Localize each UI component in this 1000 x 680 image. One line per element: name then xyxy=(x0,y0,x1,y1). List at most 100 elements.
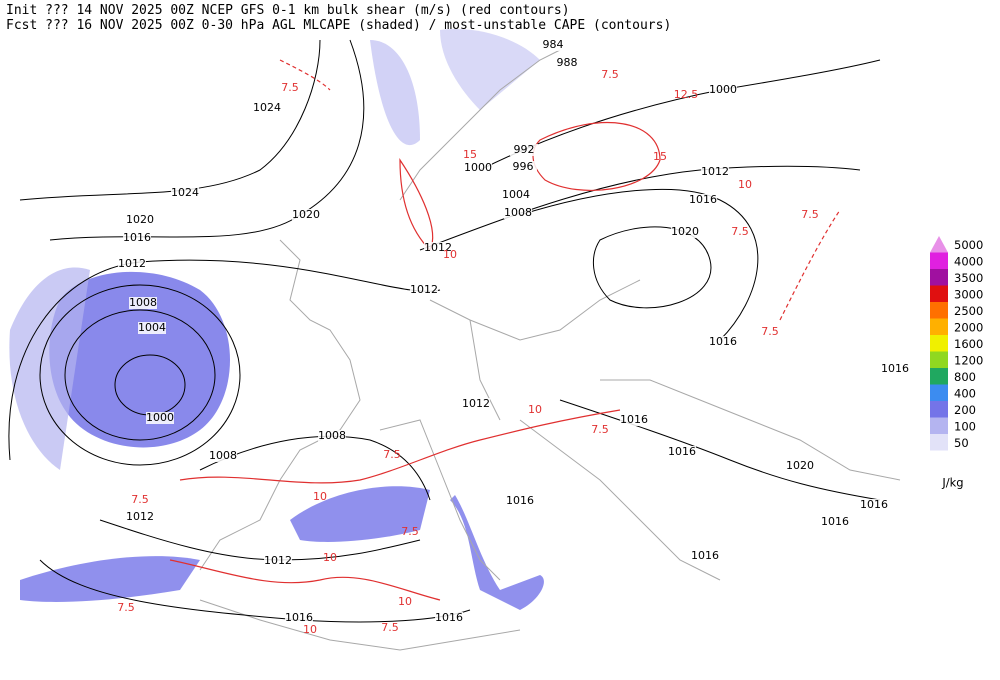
isobar xyxy=(419,165,861,251)
isobar-label-bg xyxy=(462,398,490,410)
legend-swatch xyxy=(930,269,948,286)
legend-label: 200 xyxy=(954,403,976,417)
shear-label: 10 xyxy=(323,551,337,564)
shear-label: 7.5 xyxy=(601,68,619,81)
isobar-label: 1016 xyxy=(620,413,648,426)
isobar-label-bg xyxy=(129,297,157,309)
coastline xyxy=(600,379,901,481)
cape-area xyxy=(290,486,430,542)
isobar-label-bg xyxy=(138,322,166,334)
isobar-label-bg xyxy=(506,495,534,507)
isobar-label-bg xyxy=(689,194,717,206)
isobar-label-bg xyxy=(509,161,537,173)
isobar-label: 988 xyxy=(557,56,578,69)
isobar xyxy=(39,284,241,466)
isobar-label-bg xyxy=(510,144,538,156)
coastline xyxy=(519,419,721,581)
shear-label: 7.5 xyxy=(281,81,299,94)
isobar-label: 1016 xyxy=(709,335,737,348)
shear-contour xyxy=(169,559,441,601)
legend-label: 100 xyxy=(954,419,976,433)
isobar-label: 1012 xyxy=(118,257,146,270)
isobar-label: 1000 xyxy=(464,161,492,174)
coastline xyxy=(379,419,501,581)
isobar-label: 1020 xyxy=(292,208,320,221)
isobar-label-bg xyxy=(464,162,492,174)
isobar-label-bg xyxy=(435,612,463,624)
isobar-label: 1012 xyxy=(410,283,438,296)
legend-label: 400 xyxy=(954,386,976,400)
isobar-label-bg xyxy=(209,450,237,462)
legend-swatch xyxy=(930,368,948,385)
legend-label: 3500 xyxy=(954,271,983,285)
isobar-label-bg xyxy=(424,242,452,254)
isobar-label-bg xyxy=(410,284,438,296)
isobar-label-bg xyxy=(539,39,567,51)
coastline xyxy=(199,239,361,571)
shear-label: 7.5 xyxy=(591,423,609,436)
shear-label: 12.5 xyxy=(674,88,699,101)
legend-label: 2000 xyxy=(954,320,983,334)
isobar-label: 1016 xyxy=(506,494,534,507)
shear-label: 15 xyxy=(653,150,667,163)
isobar-label-bg xyxy=(620,414,648,426)
legend: 5000 4000 3500 3000 2500 2000 1600 1200 800 400 20… xyxy=(930,236,983,490)
isobar-label-bg xyxy=(881,363,909,375)
isobar-label: 1016 xyxy=(881,362,909,375)
legend-label: 1200 xyxy=(954,353,983,367)
isobar xyxy=(592,226,712,309)
shear-label: 15 xyxy=(463,148,477,161)
isobar-label: 1024 xyxy=(253,101,281,114)
isobar-label: 1016 xyxy=(860,498,888,511)
legend-swatch xyxy=(930,252,948,269)
isobar-label: 1012 xyxy=(462,397,490,410)
isobar-label: 992 xyxy=(514,143,535,156)
isobar-label-bg xyxy=(821,516,849,528)
legend-swatch xyxy=(930,401,948,418)
legend-label: 3000 xyxy=(954,287,983,301)
isobar-label: 1000 xyxy=(709,83,737,96)
isobar-label-bg xyxy=(171,187,199,199)
legend-label: 800 xyxy=(954,370,976,384)
isobar-label: 1012 xyxy=(126,510,154,523)
isobar-label: 1020 xyxy=(126,213,154,226)
isobar-label: 1008 xyxy=(504,206,532,219)
shear-label: 7.5 xyxy=(381,621,399,634)
isobar-label-bg xyxy=(860,499,888,511)
cape-area xyxy=(49,271,231,448)
header-line: Init ??? 14 NOV 2025 00Z NCEP GFS 0-1 km… xyxy=(6,3,570,18)
shear-label: 10 xyxy=(398,595,412,608)
cape-area xyxy=(440,29,540,110)
isobar-label-bg xyxy=(253,102,281,114)
shear-label: 10 xyxy=(303,623,317,636)
legend-label: 1600 xyxy=(954,337,983,351)
cape-area xyxy=(20,556,200,602)
cape-area xyxy=(370,40,420,146)
shear-label: 7.5 xyxy=(731,225,749,238)
legend-label: 2500 xyxy=(954,304,983,318)
isobar-label-bg xyxy=(285,612,313,624)
legend-swatch xyxy=(930,351,948,368)
isobar-label: 1008 xyxy=(209,449,237,462)
shear-label: 7.5 xyxy=(401,525,419,538)
isobar-label-bg xyxy=(292,209,320,221)
shear-label: 7.5 xyxy=(761,325,779,338)
legend-swatch xyxy=(930,285,948,302)
isobar-label-bg xyxy=(126,214,154,226)
shear-label: 7.5 xyxy=(383,448,401,461)
isobar-label-bg xyxy=(701,166,729,178)
isobar-label-bg xyxy=(671,226,699,238)
isobar-label-bg xyxy=(118,258,146,270)
shear-label: 7.5 xyxy=(131,493,149,506)
isobar-label: 1016 xyxy=(668,445,696,458)
header-line: Fcst ??? 16 NOV 2025 00Z 0-30 hPa AGL ML… xyxy=(6,18,671,33)
isobar-label-bg xyxy=(786,460,814,472)
shear-contour xyxy=(779,209,841,321)
isobar-label: 1008 xyxy=(129,296,157,309)
shear-label: 10 xyxy=(443,248,457,261)
legend-label: 5000 xyxy=(954,238,983,252)
isobar-label-bg xyxy=(123,232,151,244)
shear-label: 10 xyxy=(313,490,327,503)
shear-label: 7.5 xyxy=(117,601,135,614)
